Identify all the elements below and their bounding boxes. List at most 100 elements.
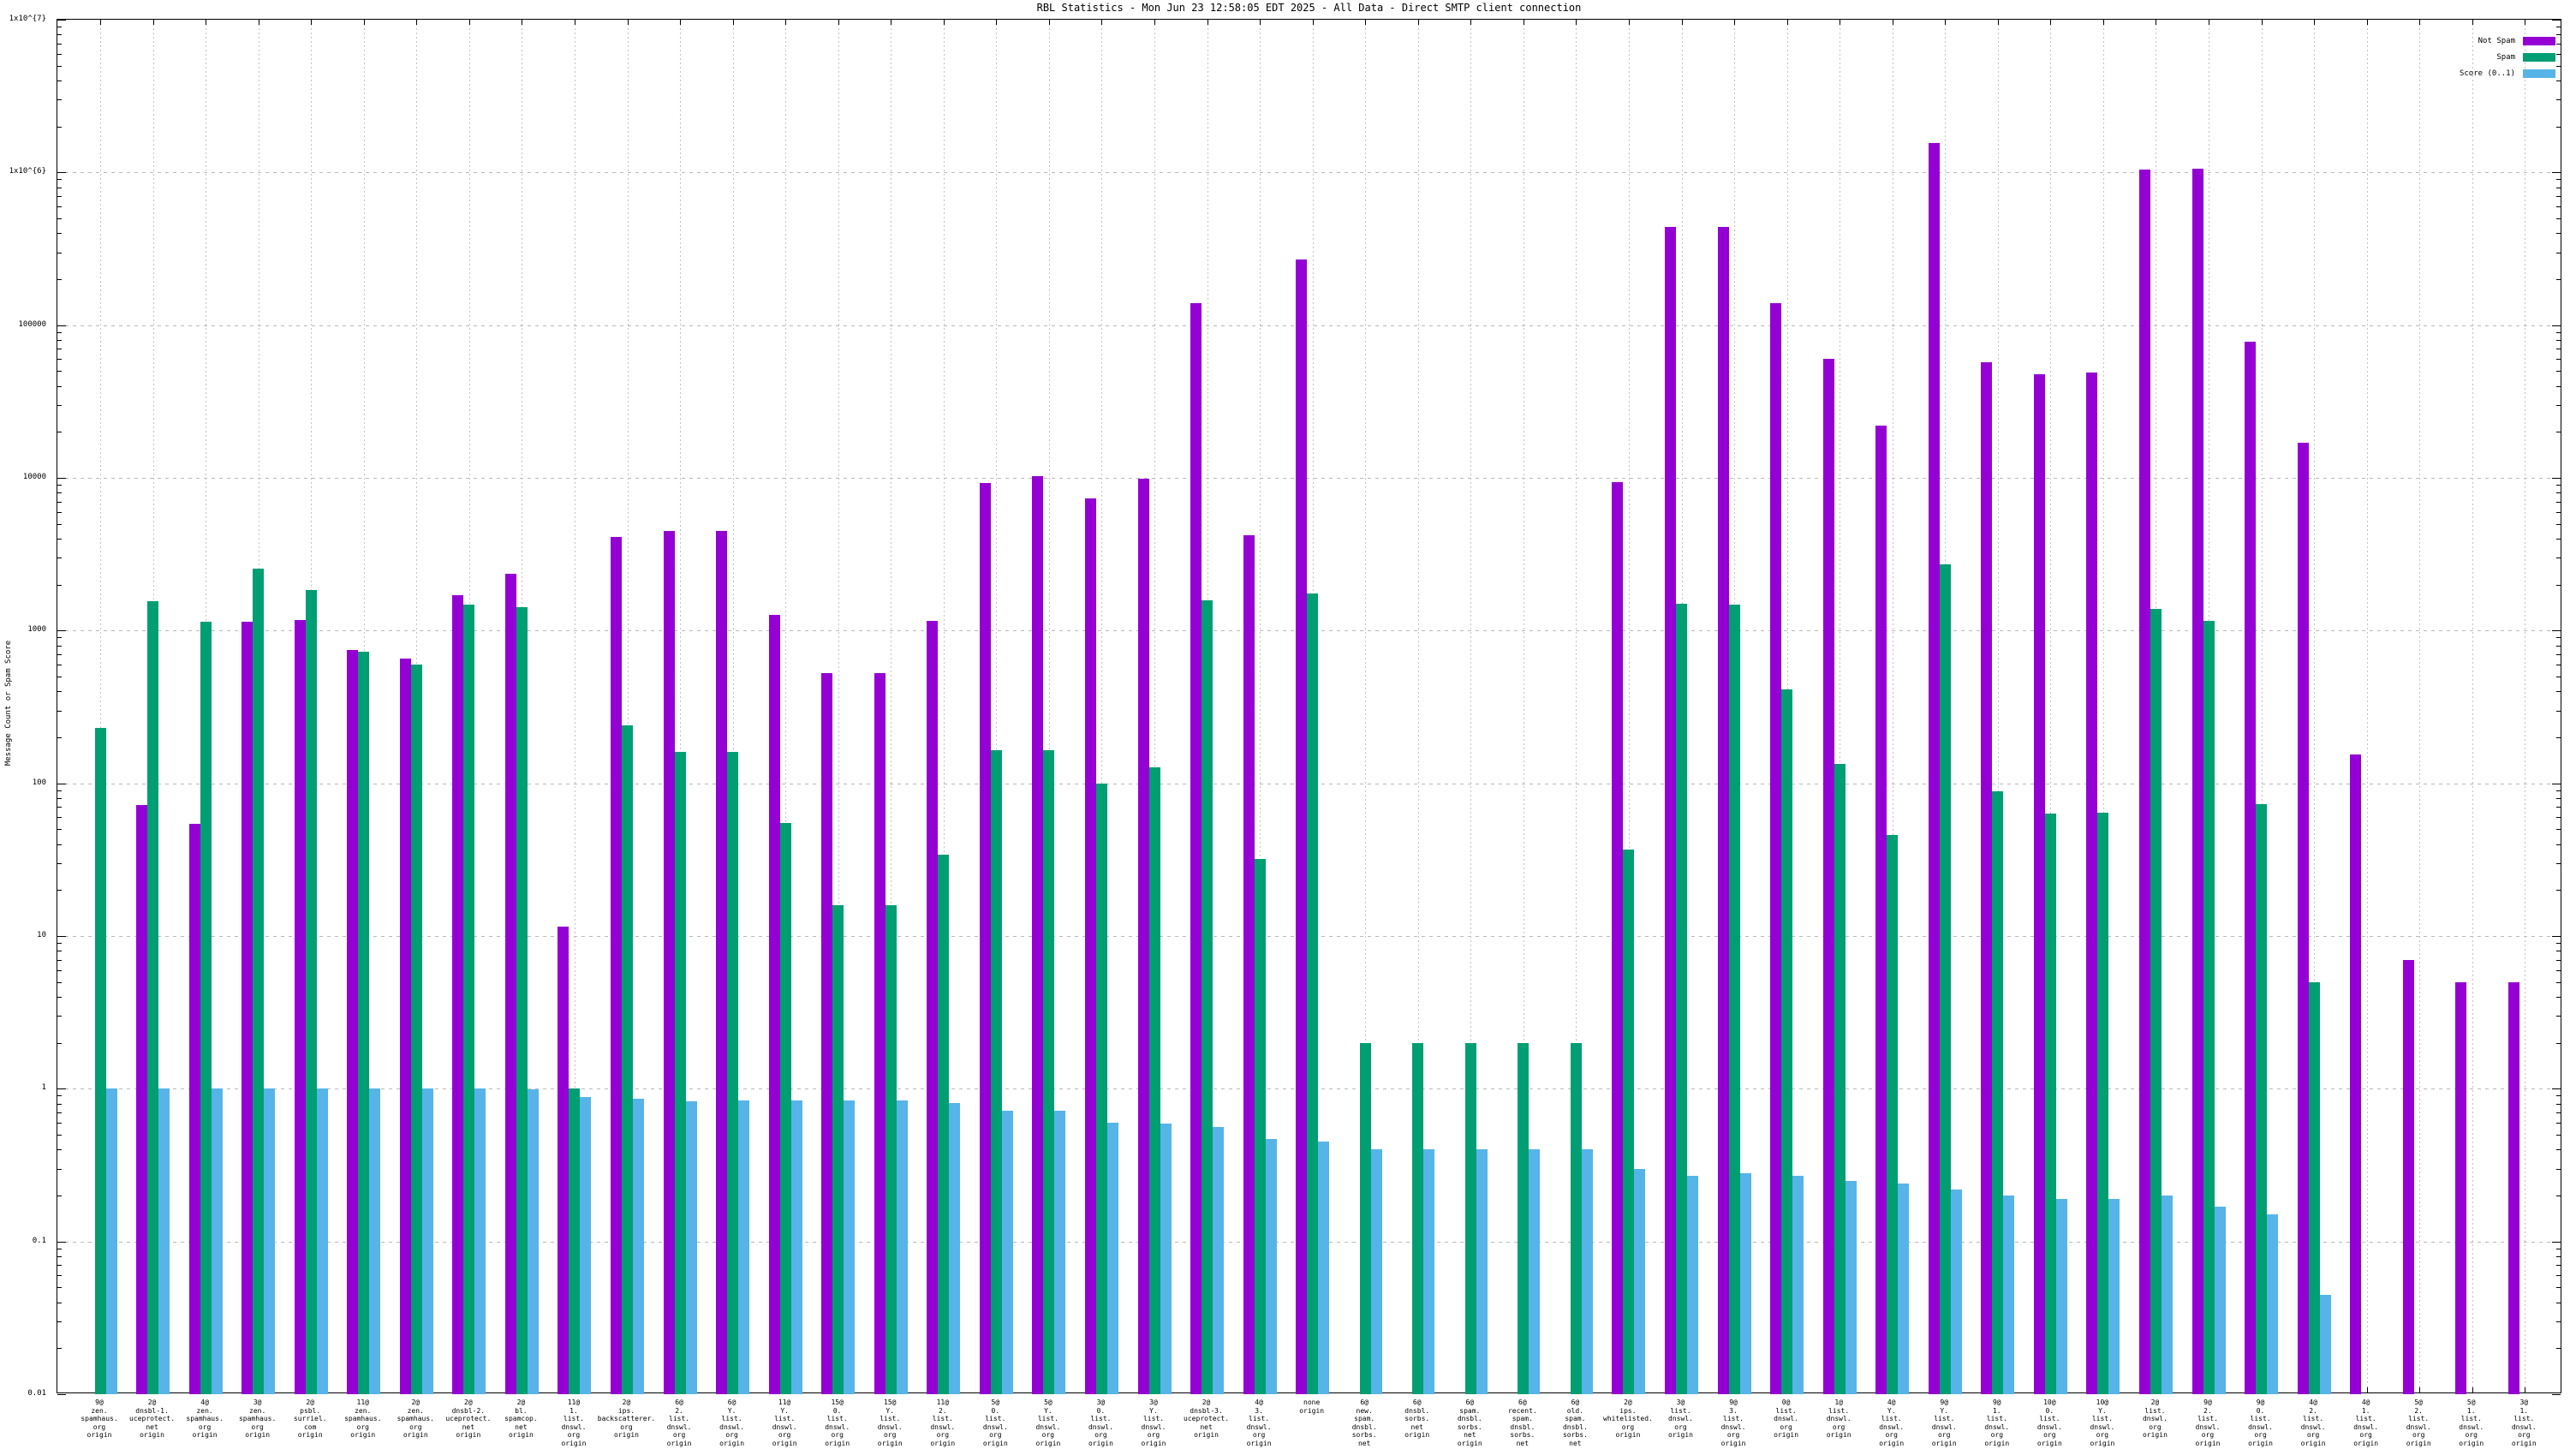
y-minor-tick bbox=[57, 385, 62, 387]
x-tick-label: 2@ ips. backscatterer. org origin bbox=[597, 1398, 656, 1440]
bar-spam bbox=[1570, 1042, 1582, 1394]
bar-not-spam bbox=[188, 824, 200, 1394]
y-minor-tick bbox=[57, 34, 62, 36]
bar-score bbox=[474, 1088, 486, 1394]
y-minor-tick bbox=[57, 371, 62, 373]
bar-not-spam bbox=[1190, 302, 1202, 1394]
bar-spam bbox=[1728, 604, 1740, 1394]
x-tick-label: 3@ 1. list. dnswl. org origin bbox=[2511, 1398, 2537, 1447]
bar-not-spam bbox=[979, 483, 991, 1394]
y-minor-tick bbox=[2556, 1042, 2561, 1044]
gridline-x bbox=[680, 20, 682, 1392]
bar-not-spam bbox=[611, 537, 622, 1394]
bar-spam bbox=[2150, 609, 2162, 1394]
y-major-tick bbox=[2552, 1088, 2561, 1090]
x-tick-label: 15@ Y. list. dnswl. org origin bbox=[877, 1398, 903, 1447]
y-minor-tick bbox=[57, 969, 62, 971]
y-major-tick bbox=[2552, 325, 2561, 326]
y-minor-tick bbox=[57, 691, 62, 693]
x-tick-label: 3@ Y. list. dnswl. org origin bbox=[1141, 1398, 1166, 1447]
x-tick bbox=[468, 20, 470, 25]
x-tick bbox=[363, 20, 365, 25]
plot-area bbox=[57, 19, 2561, 1395]
bar-not-spam bbox=[2507, 981, 2519, 1394]
bar-score bbox=[1476, 1149, 1488, 1394]
y-minor-tick bbox=[57, 829, 62, 831]
gridline-x bbox=[996, 20, 998, 1392]
y-minor-tick bbox=[2556, 736, 2561, 738]
x-tick-label: 0@ list. dnswl. org origin bbox=[1774, 1398, 1799, 1440]
y-minor-tick bbox=[2556, 1255, 2561, 1257]
y-minor-tick bbox=[57, 179, 62, 181]
bar-score bbox=[2003, 1195, 2015, 1394]
x-tick bbox=[2050, 20, 2052, 25]
y-minor-tick bbox=[57, 1149, 62, 1151]
legend-entry: Not Spam bbox=[2460, 33, 2555, 49]
x-tick-label: 3@ zen. spamhaus. org origin bbox=[238, 1398, 277, 1440]
y-minor-tick bbox=[2556, 1275, 2561, 1277]
x-tick-label: 11@ Y. list. dnswl. org origin bbox=[772, 1398, 797, 1447]
y-minor-tick bbox=[57, 492, 62, 494]
legend: Not Spam Spam Score (0..1) bbox=[2460, 33, 2555, 81]
bar-spam bbox=[2097, 813, 2109, 1394]
legend-swatch bbox=[2523, 69, 2555, 78]
x-tick bbox=[1048, 20, 1050, 25]
bar-not-spam bbox=[2086, 372, 2098, 1394]
bar-score bbox=[2161, 1195, 2173, 1394]
y-minor-tick bbox=[2556, 653, 2561, 655]
x-tick bbox=[627, 20, 629, 25]
gridline-y bbox=[57, 478, 2561, 479]
x-tick bbox=[1154, 20, 1155, 25]
y-minor-tick bbox=[2556, 34, 2561, 36]
y-minor-tick bbox=[57, 404, 62, 406]
y-minor-tick bbox=[2556, 890, 2561, 891]
bar-spam bbox=[1202, 600, 1213, 1394]
gridline-x bbox=[2314, 20, 2316, 1392]
y-tick-label: 10 bbox=[37, 931, 46, 939]
bar-score bbox=[211, 1088, 223, 1394]
y-major-tick bbox=[2552, 1241, 2561, 1243]
x-tick-label: 2@ list. dnswl. org origin bbox=[2142, 1398, 2168, 1440]
gridline-x bbox=[1048, 20, 1050, 1392]
x-tick bbox=[1312, 20, 1314, 25]
legend-swatch bbox=[2523, 52, 2555, 62]
y-minor-tick bbox=[2556, 523, 2561, 525]
y-minor-tick bbox=[57, 1103, 62, 1105]
x-tick-label: 6@ dnsbl. sorbs. net origin bbox=[1404, 1398, 1430, 1440]
y-minor-tick bbox=[2556, 969, 2561, 971]
bar-spam bbox=[147, 601, 159, 1394]
y-minor-tick bbox=[2556, 817, 2561, 819]
x-tick-label: 2@ zen. spamhaus. org origin bbox=[397, 1398, 434, 1440]
x-tick bbox=[680, 20, 682, 25]
bar-score bbox=[2319, 1294, 2331, 1394]
y-minor-tick bbox=[2556, 1287, 2561, 1289]
y-minor-tick bbox=[57, 959, 62, 961]
gridline-x bbox=[838, 20, 839, 1392]
y-minor-tick bbox=[57, 80, 62, 81]
y-minor-tick bbox=[2556, 844, 2561, 845]
y-minor-tick bbox=[2556, 710, 2561, 712]
bar-not-spam bbox=[294, 619, 306, 1394]
y-minor-tick bbox=[57, 65, 62, 67]
x-tick bbox=[2472, 20, 2473, 25]
x-tick bbox=[100, 20, 101, 25]
bar-not-spam bbox=[1612, 481, 1624, 1394]
y-minor-tick bbox=[2556, 1103, 2561, 1105]
bar-not-spam bbox=[716, 530, 728, 1394]
x-tick bbox=[2261, 20, 2263, 25]
y-axis-label: Message Count or Spam Score bbox=[4, 640, 13, 766]
x-tick-label: 9@ Y. list. dnswl. org origin bbox=[1931, 1398, 1957, 1447]
x-tick-label: 9@ 3. list. dnswl. org origin bbox=[1720, 1398, 1746, 1447]
gridline-x bbox=[2366, 20, 2368, 1392]
bar-score bbox=[1370, 1149, 1382, 1394]
y-major-tick bbox=[57, 936, 66, 937]
x-tick-label: 5@ Y. list. dnswl. org origin bbox=[1035, 1398, 1061, 1447]
y-minor-tick bbox=[57, 1348, 62, 1350]
x-tick-label: 4@ Y. list. dnswl. org origin bbox=[1879, 1398, 1905, 1447]
bar-score bbox=[1634, 1168, 1646, 1394]
bar-score bbox=[1739, 1172, 1751, 1394]
y-minor-tick bbox=[57, 233, 62, 235]
y-minor-tick bbox=[2556, 1016, 2561, 1017]
